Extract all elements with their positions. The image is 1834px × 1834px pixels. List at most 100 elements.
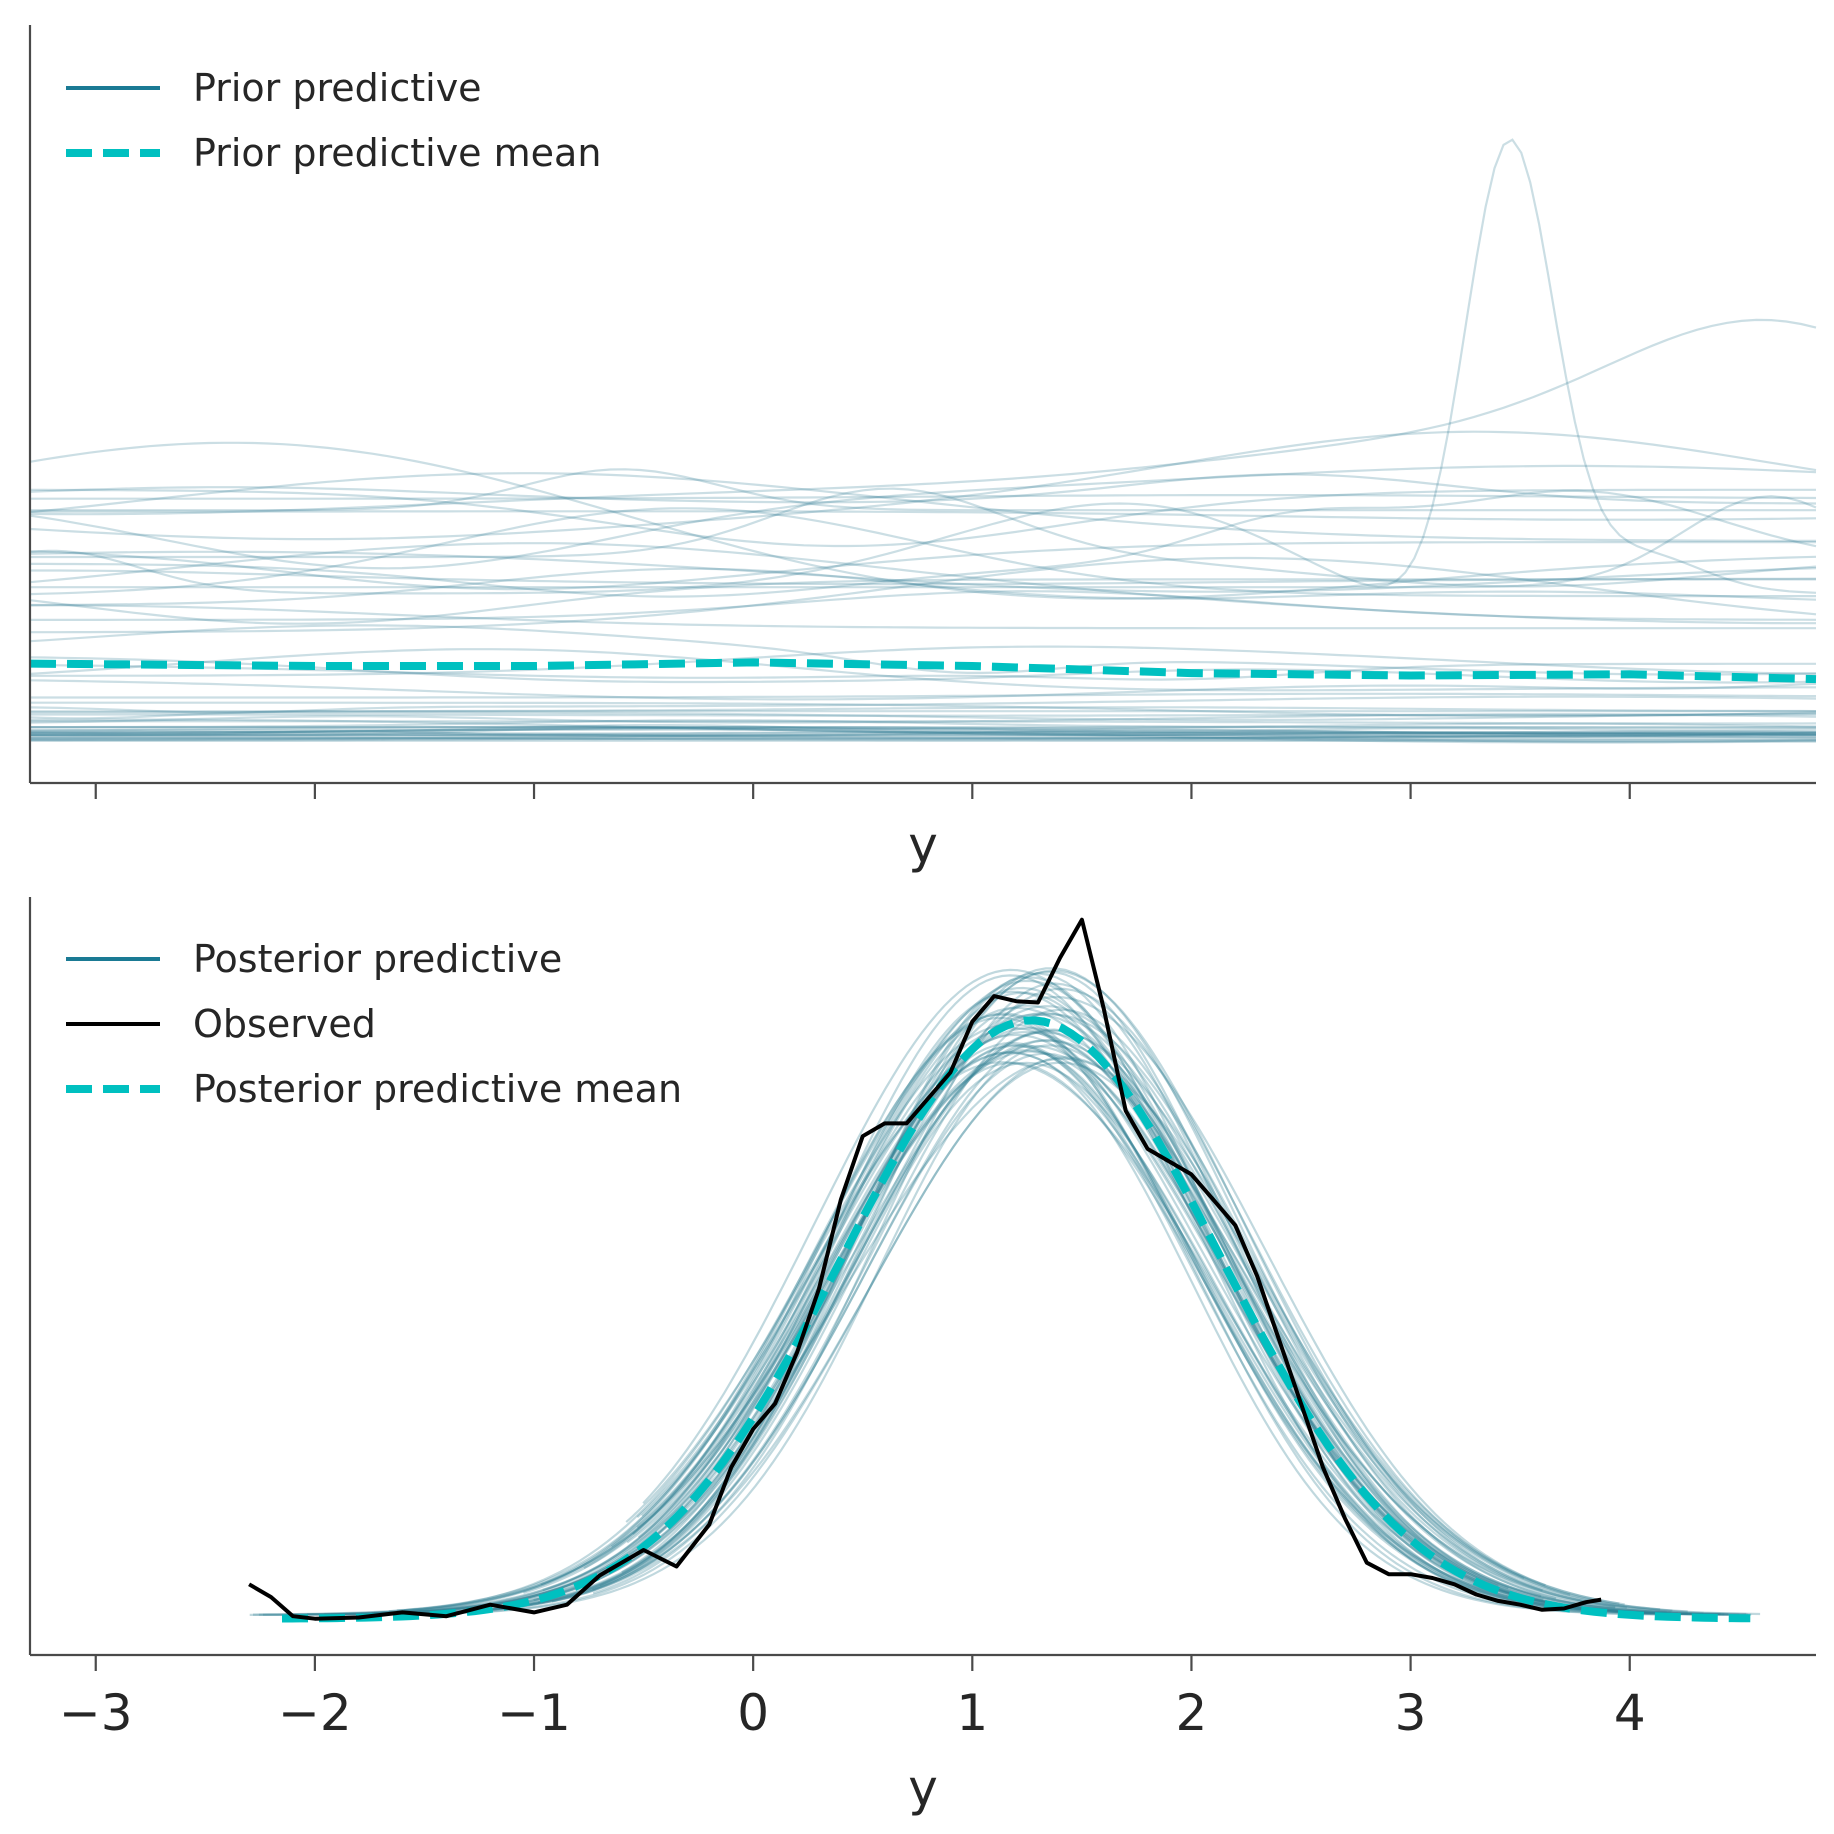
posterior-sample-line — [443, 1012, 1678, 1615]
prior-sample-line — [30, 494, 1817, 500]
posterior-predictive-mean-layer — [282, 1016, 1751, 1623]
prior-sample-line — [30, 722, 1817, 732]
x-tick-label: −1 — [497, 1684, 571, 1742]
posterior-sample-line — [626, 1005, 1571, 1596]
x-tick-label: −3 — [59, 1684, 133, 1742]
prior-sample-line — [30, 732, 1817, 740]
prior-sample-line — [29, 542, 1816, 625]
prior-sample-line — [30, 724, 1816, 734]
legend-label-prior-predictive-mean: Prior predictive mean — [193, 131, 601, 175]
prior-sample-line — [29, 604, 1816, 630]
prior-sample-line — [29, 318, 1817, 516]
prior-sample-line — [30, 713, 1816, 717]
posterior-sample-line — [373, 1039, 1543, 1614]
posterior-sample-line — [515, 1043, 1603, 1614]
prior-sample-line — [29, 648, 1816, 692]
posterior-sample-line — [388, 1026, 1673, 1613]
prior-sample-line — [30, 730, 1816, 737]
prior-predictive-samples — [29, 138, 1817, 744]
posterior-sample-line — [396, 1061, 1616, 1615]
posterior-sample-line — [636, 1027, 1542, 1598]
prior-sample-line — [29, 472, 1816, 542]
prior-sample-line — [30, 488, 1816, 548]
prior-sample-line — [29, 430, 1817, 541]
posterior-predictive-mean-line — [282, 1016, 1751, 1623]
prior-sample-line — [30, 734, 1817, 740]
prior-sample-line — [30, 728, 1816, 738]
legend-label-posterior-predictive-mean: Posterior predictive mean — [193, 1067, 682, 1111]
posterior-sample-line — [537, 970, 1509, 1604]
prior-sample-line — [30, 706, 1817, 713]
prior-sample-line — [29, 710, 1816, 720]
prior-sample-line — [30, 733, 1817, 744]
posterior-sample-line — [330, 1049, 1599, 1616]
prior-sample-line — [30, 720, 1817, 725]
prior-sample-line — [30, 719, 1816, 729]
x-tick-label: −2 — [278, 1684, 352, 1742]
x-tick-label: 1 — [956, 1684, 988, 1742]
prior-sample-line — [29, 726, 1817, 736]
posterior-x-axis-title: y — [908, 1759, 938, 1817]
x-tick-label: 3 — [1395, 1684, 1427, 1742]
prior-sample-line — [29, 727, 1816, 737]
x-tick-label: 0 — [737, 1684, 769, 1742]
prior-sample-line — [30, 510, 1817, 521]
prior-sample-line — [30, 590, 1817, 621]
posterior-sample-line — [641, 979, 1616, 1608]
prior-sample-line — [29, 713, 1817, 724]
posterior-legend: Posterior predictive Observed Posterior … — [66, 937, 682, 1111]
x-tick-label: 2 — [1176, 1684, 1208, 1742]
legend-label-prior-predictive: Prior predictive — [193, 66, 482, 110]
prior-sample-line — [30, 567, 1817, 607]
prior-sample-line — [29, 441, 1817, 600]
prior-sample-line — [30, 556, 1817, 634]
prior-sample-line — [29, 507, 1816, 598]
posterior-sample-line — [592, 982, 1728, 1616]
posterior-sample-line — [258, 1013, 1517, 1616]
legend-label-posterior-predictive: Posterior predictive — [193, 937, 562, 981]
x-tick-label: 4 — [1614, 1684, 1646, 1742]
prior-sample-line — [30, 735, 1817, 742]
prior-sample-line — [30, 730, 1816, 737]
prior-sample-line — [30, 692, 1816, 699]
prior-sample-line — [30, 733, 1817, 744]
prior-predictive-mean-line — [29, 658, 1817, 684]
prior-sample-line — [29, 732, 1816, 740]
posterior-sample-line — [396, 1061, 1639, 1613]
prior-sample-line — [29, 726, 1816, 735]
prior-sample-line — [30, 487, 1817, 588]
prior-predictive-panel: y Prior predictive Prior predictive mean — [28, 25, 1817, 874]
observed-layer — [248, 917, 1602, 1621]
posterior-predictive-panel: −3 −2 −1 0 1 2 3 4 y Posterior predictive Obser… — [28, 897, 1816, 1817]
posterior-sample-line — [477, 1041, 1749, 1616]
prior-predictive-mean-layer — [29, 658, 1817, 684]
posterior-sample-line — [517, 1061, 1607, 1613]
posterior-sample-line — [540, 1013, 1661, 1611]
prior-x-axis-title: y — [908, 816, 938, 874]
prior-sample-line — [29, 695, 1817, 714]
prior-sample-line — [29, 578, 1816, 625]
prior-sample-line — [29, 473, 1817, 505]
prior-sample-line — [30, 726, 1817, 733]
posterior-sample-line — [252, 1012, 1620, 1616]
prior-sample-line — [30, 495, 1817, 589]
prior-legend: Prior predictive Prior predictive mean — [66, 66, 601, 175]
posterior-sample-line — [610, 1033, 1704, 1615]
posterior-sample-line — [636, 1031, 1761, 1616]
prior-sample-line — [29, 718, 1817, 739]
prior-sample-line — [30, 730, 1817, 738]
posterior-sample-line — [338, 972, 1662, 1616]
prior-sample-line — [30, 489, 1817, 598]
prior-sample-line — [30, 468, 1816, 512]
posterior-sample-line — [364, 967, 1747, 1616]
prior-sample-line — [29, 662, 1816, 681]
posterior-sample-line — [583, 974, 1669, 1615]
posterior-sample-line — [625, 1023, 1499, 1587]
posterior-sample-line — [539, 969, 1628, 1609]
legend-label-observed: Observed — [193, 1002, 376, 1046]
prior-sample-line — [29, 464, 1817, 570]
prior-sample-line — [29, 725, 1816, 734]
posterior-sample-line — [642, 968, 1671, 1614]
prior-sample-line — [29, 736, 1816, 742]
